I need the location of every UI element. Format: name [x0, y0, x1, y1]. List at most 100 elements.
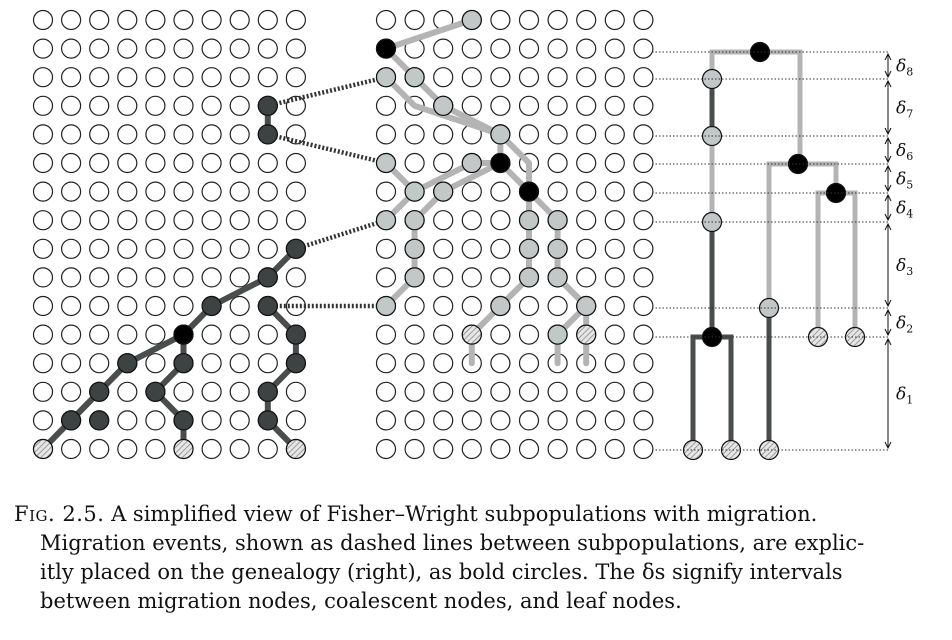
arrow-head — [884, 184, 892, 193]
black-node — [490, 152, 511, 174]
empty-circle — [89, 95, 110, 116]
empty-circle — [173, 9, 194, 31]
empty-circle — [257, 67, 278, 88]
light-node — [433, 181, 454, 202]
delta-label: δ6 — [896, 141, 913, 163]
empty-circle — [375, 95, 397, 116]
light-node — [375, 295, 397, 317]
empty-circle — [404, 381, 425, 402]
empty-circle — [201, 267, 222, 288]
empty-circle — [404, 124, 425, 145]
empty-circle — [604, 381, 625, 402]
empty-circle — [201, 324, 222, 345]
empty-circle — [633, 238, 654, 259]
empty-circle — [433, 381, 454, 402]
empty-circle — [633, 353, 654, 374]
light-lineage — [554, 274, 590, 367]
empty-circle — [633, 410, 654, 431]
leaf-node — [576, 324, 597, 345]
empty-circle — [117, 38, 138, 59]
empty-circle — [173, 238, 194, 259]
tree-leaf-node — [720, 439, 742, 461]
empty-circle — [433, 353, 454, 374]
empty-circle — [145, 124, 166, 145]
tree-leaf-node — [682, 439, 704, 461]
empty-circle — [433, 238, 454, 259]
empty-circle — [518, 410, 540, 431]
empty-circle — [490, 181, 511, 202]
empty-circle — [32, 267, 54, 288]
empty-circle — [576, 181, 597, 202]
empty-circle — [117, 410, 138, 431]
empty-circle — [173, 124, 194, 145]
empty-circle — [117, 67, 138, 88]
empty-circle — [461, 67, 482, 88]
empty-circle — [490, 38, 511, 59]
empty-circle — [490, 324, 511, 345]
tree-branch — [766, 161, 839, 308]
empty-circle — [404, 410, 425, 431]
empty-circle — [60, 181, 82, 202]
empty-circle — [201, 181, 222, 202]
empty-circle — [145, 238, 166, 259]
caption-line-4: between migration nodes, coalescent node… — [40, 589, 682, 613]
empty-circle — [285, 95, 306, 116]
empty-circle — [145, 410, 166, 431]
empty-circle — [604, 210, 625, 231]
light-node — [547, 238, 568, 259]
empty-circle — [285, 181, 306, 202]
empty-circle — [201, 9, 222, 31]
empty-circle — [518, 381, 540, 402]
light-node — [547, 210, 568, 231]
empty-circle — [229, 438, 250, 460]
empty-circle — [490, 353, 511, 374]
dark-node — [117, 353, 138, 374]
empty-circle — [145, 67, 166, 88]
empty-circle — [547, 181, 568, 202]
empty-circle — [60, 295, 82, 317]
empty-circle — [375, 438, 397, 460]
empty-circle — [229, 9, 250, 31]
empty-circle — [60, 353, 82, 374]
tree-black-node — [787, 153, 809, 175]
dark-node — [257, 124, 278, 145]
delta-subscript: 1 — [906, 394, 913, 407]
empty-circle — [375, 9, 397, 31]
empty-circle — [518, 124, 540, 145]
empty-circle — [229, 152, 250, 174]
empty-circle — [60, 210, 82, 231]
empty-circle — [576, 67, 597, 88]
empty-circle — [201, 438, 222, 460]
empty-circle — [32, 295, 54, 317]
empty-circle — [117, 152, 138, 174]
empty-circle — [257, 210, 278, 231]
empty-circle — [433, 152, 454, 174]
empty-circle — [633, 181, 654, 202]
empty-circle — [32, 67, 54, 88]
empty-circle — [173, 95, 194, 116]
empty-circle — [518, 324, 540, 345]
tree-black-node — [749, 41, 771, 63]
empty-circle — [229, 181, 250, 202]
delta-subscript: 4 — [906, 208, 913, 221]
caption-line-3: itly placed on the genealogy (right), as… — [40, 560, 843, 584]
delta-label: δ4 — [896, 199, 913, 221]
light-node — [375, 210, 397, 231]
empty-circle — [60, 324, 82, 345]
empty-circle — [375, 410, 397, 431]
empty-circle — [285, 381, 306, 402]
empty-circle — [604, 410, 625, 431]
tree-branch — [709, 49, 803, 164]
delta-subscript: 3 — [906, 265, 913, 278]
empty-circle — [32, 381, 54, 402]
empty-circle — [89, 152, 110, 174]
light-node — [404, 210, 425, 231]
empty-circle — [604, 152, 625, 174]
arrow-head — [884, 308, 892, 317]
empty-circle — [60, 95, 82, 116]
empty-circle — [576, 238, 597, 259]
empty-circle — [633, 124, 654, 145]
empty-circle — [547, 295, 568, 317]
leaf-node — [461, 324, 482, 345]
empty-circle — [32, 210, 54, 231]
